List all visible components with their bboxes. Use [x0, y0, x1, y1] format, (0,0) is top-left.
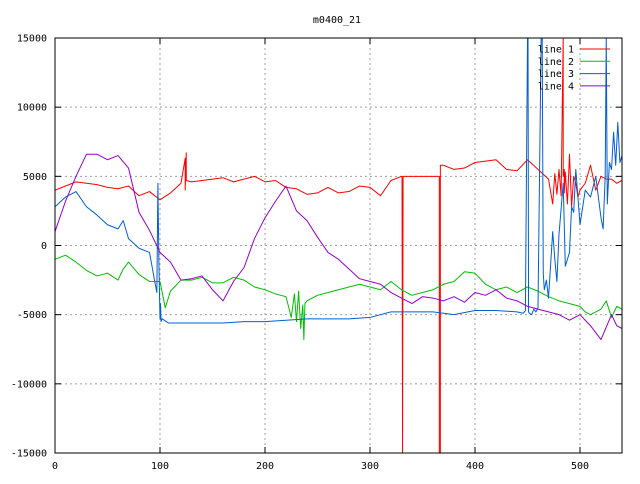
grid [55, 38, 622, 453]
x-tick-label: 500 [571, 461, 589, 472]
legend-label: line 1 [538, 45, 574, 56]
x-tick-label: 400 [466, 461, 484, 472]
legend-label: line 3 [538, 69, 574, 80]
y-tick-label: 15000 [17, 34, 47, 45]
legend-label: line 2 [538, 57, 574, 68]
plot-frame [54, 37, 623, 454]
x-tick-label: 100 [151, 461, 169, 472]
series-line-1 [55, 38, 622, 453]
y-tick-label: -5000 [17, 310, 47, 321]
series-layer [55, 38, 622, 453]
y-tick-label: 5000 [23, 172, 47, 183]
y-tick-label: -10000 [11, 379, 47, 390]
legend-label: line 4 [538, 81, 574, 92]
series-line-4 [55, 153, 622, 341]
y-tick-label: 0 [41, 241, 47, 252]
x-tick-label: 0 [52, 461, 58, 472]
plot-clip [55, 38, 622, 453]
x-tick-label: 200 [256, 461, 274, 472]
series-line-3 [55, 38, 622, 324]
x-tick-label: 300 [361, 461, 379, 472]
y-tick-label: -15000 [11, 449, 47, 460]
chart-title: m0400_21 [313, 15, 361, 26]
y-tick-label: 10000 [17, 103, 47, 114]
